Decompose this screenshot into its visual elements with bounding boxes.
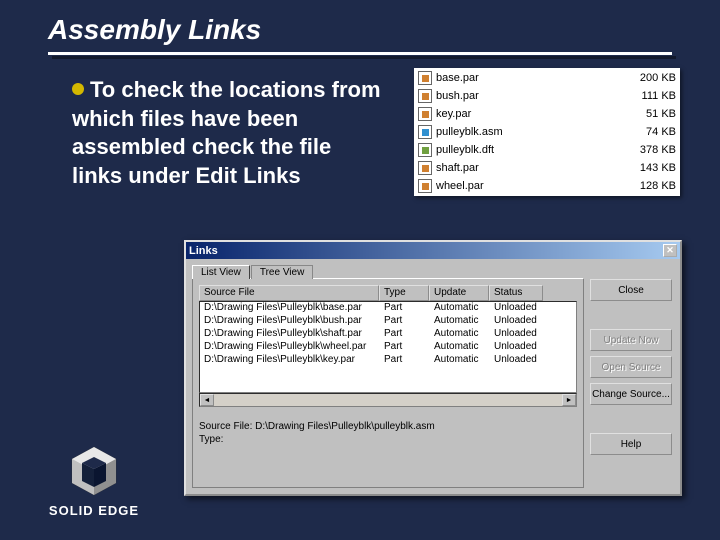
update-now-button[interactable]: Update Now xyxy=(590,329,672,351)
file-row[interactable]: base.par200 KB xyxy=(415,69,679,87)
scroll-right-icon[interactable]: ► xyxy=(562,394,576,406)
scroll-track[interactable] xyxy=(214,394,562,406)
file-row[interactable]: pulleyblk.asm74 KB xyxy=(415,123,679,141)
file-row[interactable]: key.par51 KB xyxy=(415,105,679,123)
cell-source: D:\Drawing Files\Pulleyblk\shaft.par xyxy=(200,328,380,341)
file-name: key.par xyxy=(436,108,620,120)
file-row[interactable]: bush.par111 KB xyxy=(415,87,679,105)
file-size: 51 KB xyxy=(620,108,676,120)
links-list-frame: Source File Type Update Status D:\Drawin… xyxy=(192,278,584,488)
par-file-icon xyxy=(418,161,432,175)
col-update[interactable]: Update xyxy=(429,285,489,301)
file-size: 200 KB xyxy=(620,72,676,84)
cell-status: Unloaded xyxy=(490,354,544,367)
help-button[interactable]: Help xyxy=(590,433,672,455)
list-row[interactable]: D:\Drawing Files\Pulleyblk\wheel.parPart… xyxy=(200,341,576,354)
col-type[interactable]: Type xyxy=(379,285,429,301)
type-label: Type: xyxy=(199,434,223,445)
logo-text: SOLID EDGE xyxy=(40,503,148,518)
file-row[interactable]: pulleyblk.dft378 KB xyxy=(415,141,679,159)
slide: Assembly Links To check the locations fr… xyxy=(0,0,720,540)
horizontal-scrollbar[interactable]: ◄ ► xyxy=(199,393,577,407)
cell-type: Part xyxy=(380,315,430,328)
file-size: 74 KB xyxy=(620,126,676,138)
file-name: bush.par xyxy=(436,90,620,102)
cell-status: Unloaded xyxy=(490,341,544,354)
col-source[interactable]: Source File xyxy=(199,285,379,301)
dialog-titlebar[interactable]: Links ✕ xyxy=(186,242,680,259)
close-button[interactable]: Close xyxy=(590,279,672,301)
file-name: wheel.par xyxy=(436,180,620,192)
file-size: 111 KB xyxy=(620,90,676,102)
cell-type: Part xyxy=(380,341,430,354)
change-source-button[interactable]: Change Source... xyxy=(590,383,672,405)
cell-source: D:\Drawing Files\Pulleyblk\key.par xyxy=(200,354,380,367)
links-dialog: Links ✕ List View Tree View Source File … xyxy=(184,240,682,496)
list-row[interactable]: D:\Drawing Files\Pulleyblk\shaft.parPart… xyxy=(200,328,576,341)
file-row[interactable]: wheel.par128 KB xyxy=(415,177,679,195)
dialog-button-panel: Close Update Now Open Source Change Sour… xyxy=(590,265,674,488)
tab-list-view[interactable]: List View xyxy=(192,265,250,279)
cell-update: Automatic xyxy=(430,341,490,354)
close-icon[interactable]: ✕ xyxy=(663,244,677,257)
file-row[interactable]: shaft.par143 KB xyxy=(415,159,679,177)
scroll-left-icon[interactable]: ◄ xyxy=(200,394,214,406)
cell-update: Automatic xyxy=(430,354,490,367)
list-body[interactable]: D:\Drawing Files\Pulleyblk\base.parPartA… xyxy=(199,301,577,393)
cell-source: D:\Drawing Files\Pulleyblk\wheel.par xyxy=(200,341,380,354)
title-rule-shadow xyxy=(52,56,676,59)
par-file-icon xyxy=(418,89,432,103)
file-size: 128 KB xyxy=(620,180,676,192)
cell-source: D:\Drawing Files\Pulleyblk\bush.par xyxy=(200,315,380,328)
cell-type: Part xyxy=(380,354,430,367)
slide-title: Assembly Links xyxy=(48,14,261,46)
open-source-button[interactable]: Open Source xyxy=(590,356,672,378)
cell-type: Part xyxy=(380,302,430,315)
cell-status: Unloaded xyxy=(490,328,544,341)
list-header: Source File Type Update Status xyxy=(199,285,577,301)
tabs: List View Tree View xyxy=(192,265,584,279)
list-row[interactable]: D:\Drawing Files\Pulleyblk\bush.parPartA… xyxy=(200,315,576,328)
cell-update: Automatic xyxy=(430,315,490,328)
source-file-label: Source File: xyxy=(199,421,252,432)
cell-type: Part xyxy=(380,328,430,341)
file-name: pulleyblk.asm xyxy=(436,126,620,138)
par-file-icon xyxy=(418,107,432,121)
file-explorer-panel: base.par200 KBbush.par111 KBkey.par51 KB… xyxy=(414,68,680,196)
solid-edge-logo: SOLID EDGE xyxy=(40,443,148,518)
file-name: pulleyblk.dft xyxy=(436,144,620,156)
col-status[interactable]: Status xyxy=(489,285,543,301)
cell-update: Automatic xyxy=(430,328,490,341)
list-row[interactable]: D:\Drawing Files\Pulleyblk\key.parPartAu… xyxy=(200,354,576,367)
source-info: Source File: D:\Drawing Files\Pulleyblk\… xyxy=(199,419,577,447)
logo-cube-icon xyxy=(66,443,122,499)
dialog-body: List View Tree View Source File Type Upd… xyxy=(186,259,680,494)
file-name: shaft.par xyxy=(436,162,620,174)
title-rule xyxy=(48,52,672,55)
cell-update: Automatic xyxy=(430,302,490,315)
file-size: 143 KB xyxy=(620,162,676,174)
par-file-icon xyxy=(418,179,432,193)
source-file-value: D:\Drawing Files\Pulleyblk\pulleyblk.asm xyxy=(255,421,435,432)
bullet-block: To check the locations from which files … xyxy=(72,76,382,190)
cell-source: D:\Drawing Files\Pulleyblk\base.par xyxy=(200,302,380,315)
bullet-icon xyxy=(72,83,84,95)
asm-file-icon xyxy=(418,125,432,139)
dft-file-icon xyxy=(418,143,432,157)
list-row[interactable]: D:\Drawing Files\Pulleyblk\base.parPartA… xyxy=(200,302,576,315)
tab-tree-view[interactable]: Tree View xyxy=(251,265,313,279)
cell-status: Unloaded xyxy=(490,315,544,328)
dialog-title: Links xyxy=(189,245,218,257)
par-file-icon xyxy=(418,71,432,85)
dialog-left-panel: List View Tree View Source File Type Upd… xyxy=(192,265,584,488)
file-name: base.par xyxy=(436,72,620,84)
file-size: 378 KB xyxy=(620,144,676,156)
cell-status: Unloaded xyxy=(490,302,544,315)
bullet-text: To check the locations from which files … xyxy=(72,77,381,188)
